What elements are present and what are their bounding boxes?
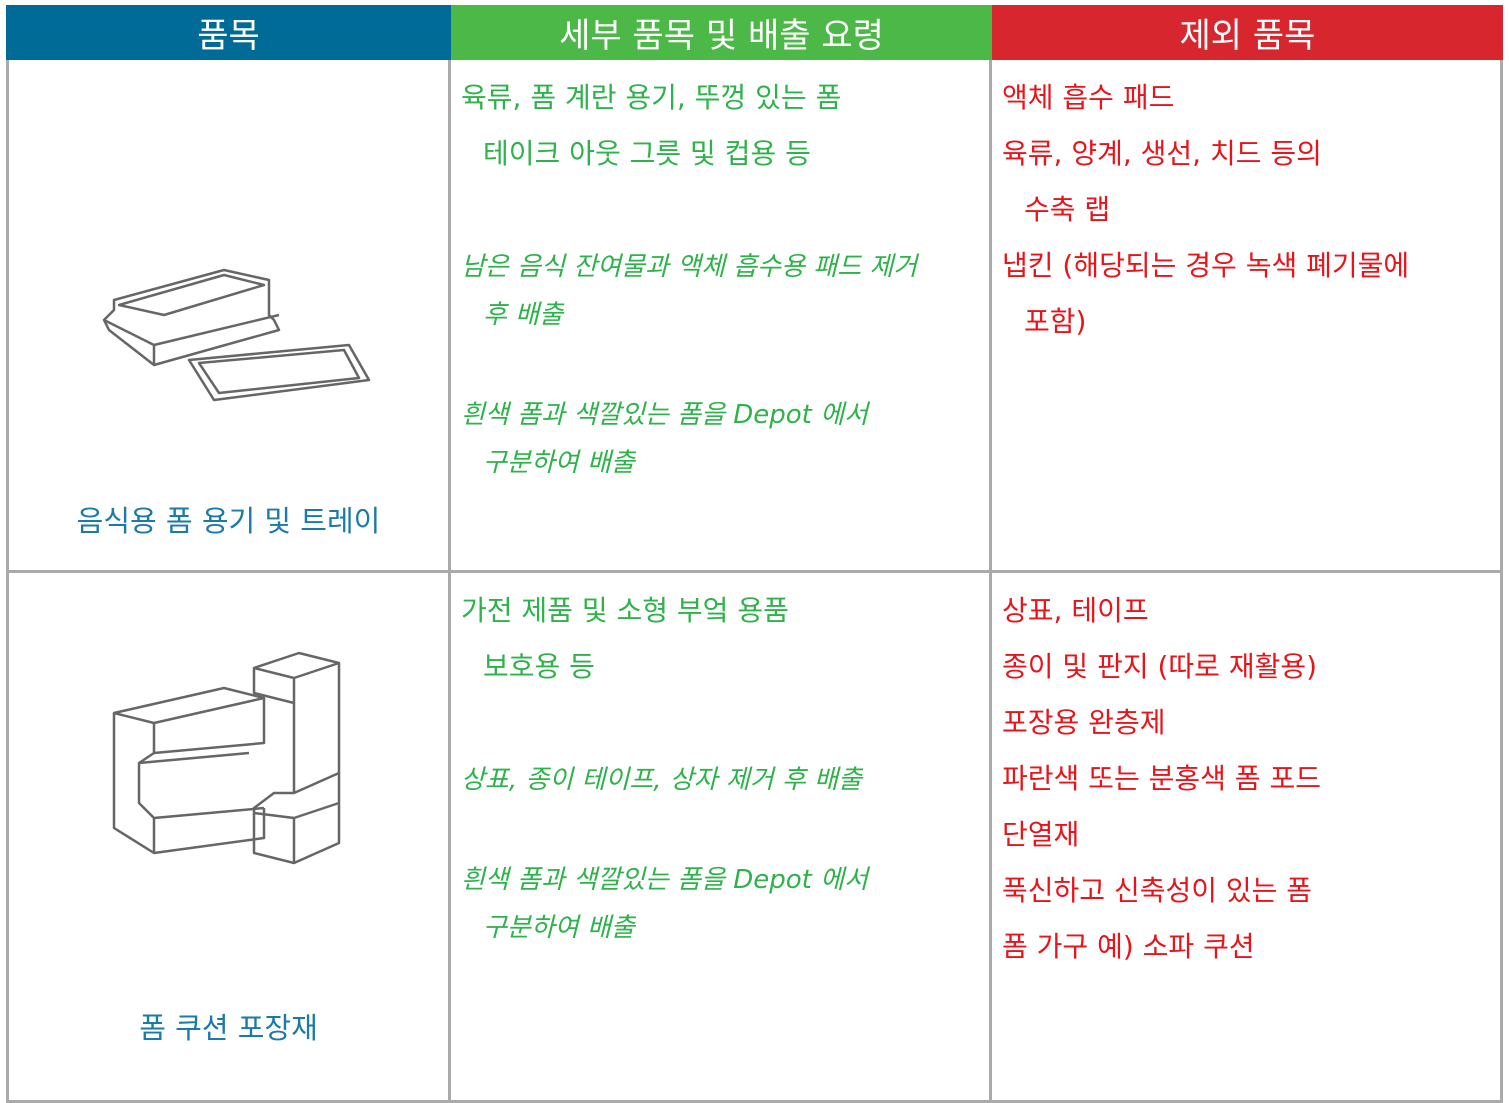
text-line: 단열재	[1002, 818, 1080, 851]
excluded-item: 단열재	[1002, 807, 1500, 863]
text-line: 상표, 종이 테이프, 상자 제거 후 배출	[461, 765, 862, 795]
header-cell: 제외 품목	[992, 5, 1503, 60]
excluded-item: 상표, 테이프	[1002, 583, 1500, 639]
text-line: 푹신하고 신축성이 있는 폼	[1002, 874, 1313, 907]
text-line: 포함)	[1024, 305, 1087, 338]
excluded-item: 푹신하고 신축성이 있는 폼	[1002, 863, 1500, 919]
item-cell: 폼 쿠션 포장재	[6, 573, 451, 1103]
text-line: 흰색 폼과 색깔있는 폼을 Depot 에서	[461, 400, 868, 430]
text-line: 흰색 폼과 색깔있는 폼을 Depot 에서	[461, 865, 868, 895]
text-line: 남은 음식 잔여물과 액체 흡수용 패드 제거	[461, 252, 918, 282]
excluded-item: 종이 및 판지 (따로 재활용)	[1002, 639, 1500, 695]
item-cell: 음식용 폼 용기 및 트레이	[6, 60, 451, 573]
text-line: 구분하여 배출	[483, 448, 635, 478]
text-line: 종이 및 판지 (따로 재활용)	[1002, 650, 1318, 683]
cushion-icon	[112, 651, 341, 865]
header-cell: 품목	[6, 5, 451, 60]
excluded-item: 액체 흡수 패드	[1002, 70, 1500, 126]
text-line: 구분하여 배출	[483, 913, 635, 943]
tray-icon	[102, 268, 371, 402]
text-line: 액체 흡수 패드	[1002, 81, 1175, 114]
text-line: 상표, 테이프	[1002, 594, 1149, 627]
text-line: 후 배출	[483, 300, 564, 330]
item-label: 음식용 폼 용기 및 트레이	[76, 504, 381, 538]
text-line: 보호용 등	[483, 650, 595, 683]
text-line: 육류, 양계, 생선, 치드 등의	[1002, 137, 1322, 170]
note-item: 상표, 종이 테이프, 상자 제거 후 배출	[461, 756, 989, 804]
item-label: 폼 쿠션 포장재	[139, 1011, 318, 1045]
text-line: 테이크 아웃 그릇 및 컵용 등	[483, 137, 811, 170]
excluded-item: 폼 가구 예) 소파 쿠션	[1002, 919, 1500, 975]
text-line: 육류, 폼 계란 용기, 뚜껑 있는 폼	[461, 81, 842, 114]
text-line: 수축 랩	[1024, 193, 1111, 226]
text-line: 가전 제품 및 소형 부엌 용품	[461, 594, 789, 627]
excluded-item: 파란색 또는 분홍색 폼 포드	[1002, 751, 1500, 807]
text-line: 포장용 완층제	[1002, 706, 1166, 739]
text-line: 폼 가구 예) 소파 쿠션	[1002, 930, 1255, 963]
text-line: 냅킨 (해당되는 경우 녹색 폐기물에	[1002, 249, 1410, 282]
excluded-item: 포장용 완층제	[1002, 695, 1500, 751]
header-cell: 세부 품목 및 배출 요령	[451, 5, 992, 60]
text-line: 파란색 또는 분홍색 폼 포드	[1002, 762, 1321, 795]
